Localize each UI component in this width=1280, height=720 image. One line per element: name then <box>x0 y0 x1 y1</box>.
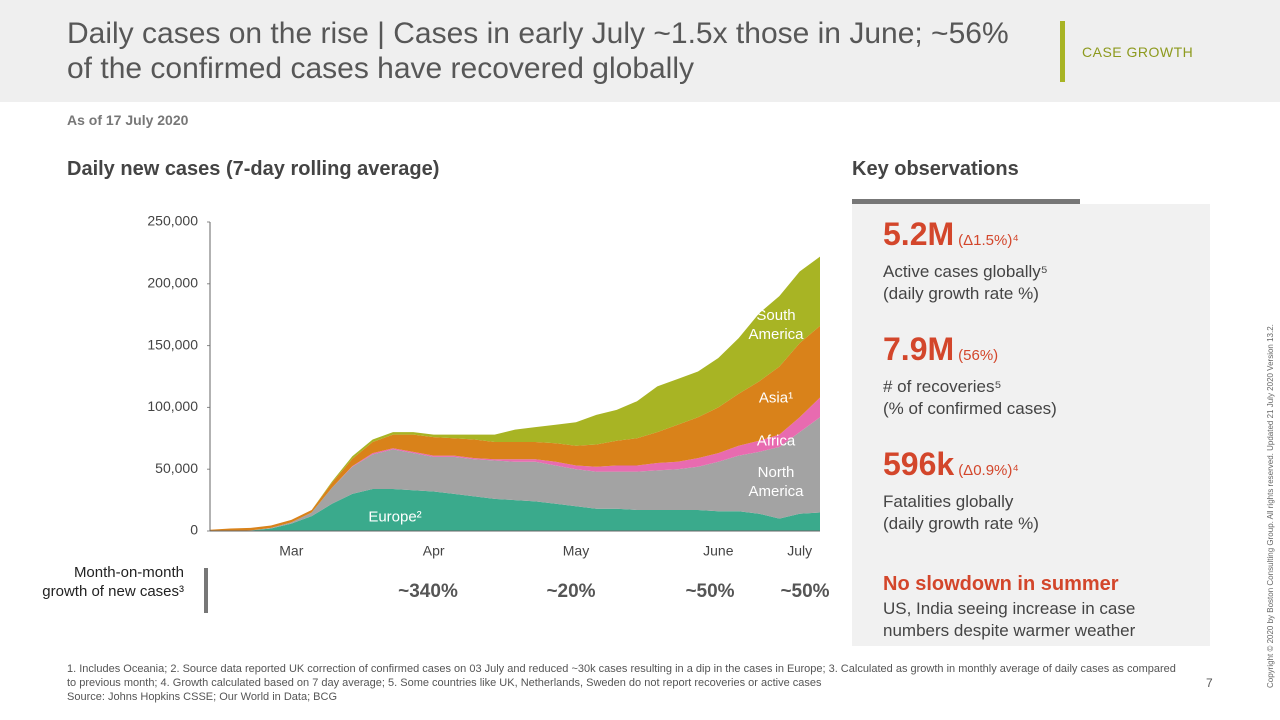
area <box>210 256 820 530</box>
observation-text: Active cases globally⁵ <box>883 262 1048 281</box>
key-figure: 596k <box>883 446 955 482</box>
observation: 596k (Δ0.9%)⁴ Fatalities globally (daily gr… <box>883 444 1210 535</box>
area <box>210 488 820 531</box>
key-figure: 7.9M <box>883 331 955 367</box>
page-number: 7 <box>1206 676 1213 690</box>
growth-value: ~20% <box>546 581 596 602</box>
region-label: Europe² <box>368 508 422 526</box>
panel-bar <box>852 199 1080 204</box>
conclusion-text: US, India seeing increase in case number… <box>883 599 1136 640</box>
key-figure: 5.2M <box>883 216 955 252</box>
observation-text: (daily growth rate %) <box>883 514 1039 533</box>
growth-bar <box>204 568 208 613</box>
area <box>210 325 820 531</box>
x-tick-label: Apr <box>423 543 445 559</box>
observation: 7.9M (56%) # of recoveries⁵ (% of confirmed… <box>883 329 1210 420</box>
y-tick-label: 50,000 <box>155 460 198 476</box>
observation-head: 7.9M (56%) <box>883 329 1210 376</box>
y-tick-label: 100,000 <box>147 398 198 414</box>
y-tick-label: 250,000 <box>147 213 198 229</box>
panel: 5.2M (Δ1.5%)⁴ Active cases globally⁵ (daily… <box>852 204 1210 646</box>
observation-text: (daily growth rate %) <box>883 284 1039 303</box>
tag-bar <box>1060 21 1065 82</box>
observation-head: 5.2M (Δ1.5%)⁴ <box>883 214 1210 261</box>
y-tick-label: 150,000 <box>147 336 198 352</box>
observation-text: (% of confirmed cases) <box>883 399 1057 418</box>
panel-title: Key observations <box>852 158 1019 180</box>
y-tick-label: 0 <box>190 522 198 538</box>
as-of: As of 17 July 2020 <box>67 112 189 128</box>
region-label: South America <box>748 307 804 343</box>
region-label: Asia¹ <box>758 389 794 407</box>
x-tick-label: July <box>787 543 812 559</box>
growth-label: Month-on-month growth of new cases³ <box>42 564 184 600</box>
chart-title: Daily new cases (7-day rolling average) <box>67 158 440 180</box>
footnotes: 1. Includes Oceania; 2. Source data repo… <box>67 662 1177 704</box>
key-delta: (Δ1.5%)⁴ <box>958 232 1019 249</box>
notes: 1. Includes Oceania; 2. Source data repo… <box>67 663 1176 689</box>
key-delta: (Δ0.9%)⁴ <box>958 462 1019 479</box>
section-tag: CASE GROWTH <box>1082 44 1194 60</box>
region-label: Africa <box>756 432 796 450</box>
observation-list: 5.2M (Δ1.5%)⁴ Active cases globally⁵ (daily… <box>852 204 1210 535</box>
y-tick-label: 200,000 <box>147 275 198 291</box>
growth-value: ~50% <box>780 581 830 602</box>
header-band <box>0 0 1280 102</box>
observation-text: Fatalities globally <box>883 492 1014 511</box>
observation: 5.2M (Δ1.5%)⁴ Active cases globally⁵ (daily… <box>883 214 1210 305</box>
observation-text: # of recoveries⁵ <box>883 377 1002 396</box>
growth-value: ~50% <box>685 581 735 602</box>
source: Source: Johns Hopkins CSSE; Our World in… <box>67 691 338 703</box>
x-tick-label: June <box>703 543 734 559</box>
copyright: Copyright © 2020 by Boston Consulting Gr… <box>1266 324 1275 688</box>
observation-head: 596k (Δ0.9%)⁴ <box>883 444 1210 491</box>
chart: 0 50,000 100,000 150,000 200,000 250,000 Mar Ap… <box>147 213 820 559</box>
conclusion-title: No slowdown in summer <box>883 573 1119 595</box>
conclusion: No slowdown in summer US, India seeing i… <box>852 559 1210 642</box>
x-tick-label: Mar <box>279 543 303 559</box>
x-tick-label: May <box>563 543 589 559</box>
key-delta: (56%) <box>958 347 999 364</box>
region-label: North America <box>748 464 804 500</box>
area <box>210 417 820 531</box>
area <box>210 397 820 531</box>
growth-value: ~340% <box>398 581 458 602</box>
slide-title: Daily cases on the rise | Cases in early… <box>67 17 1009 85</box>
